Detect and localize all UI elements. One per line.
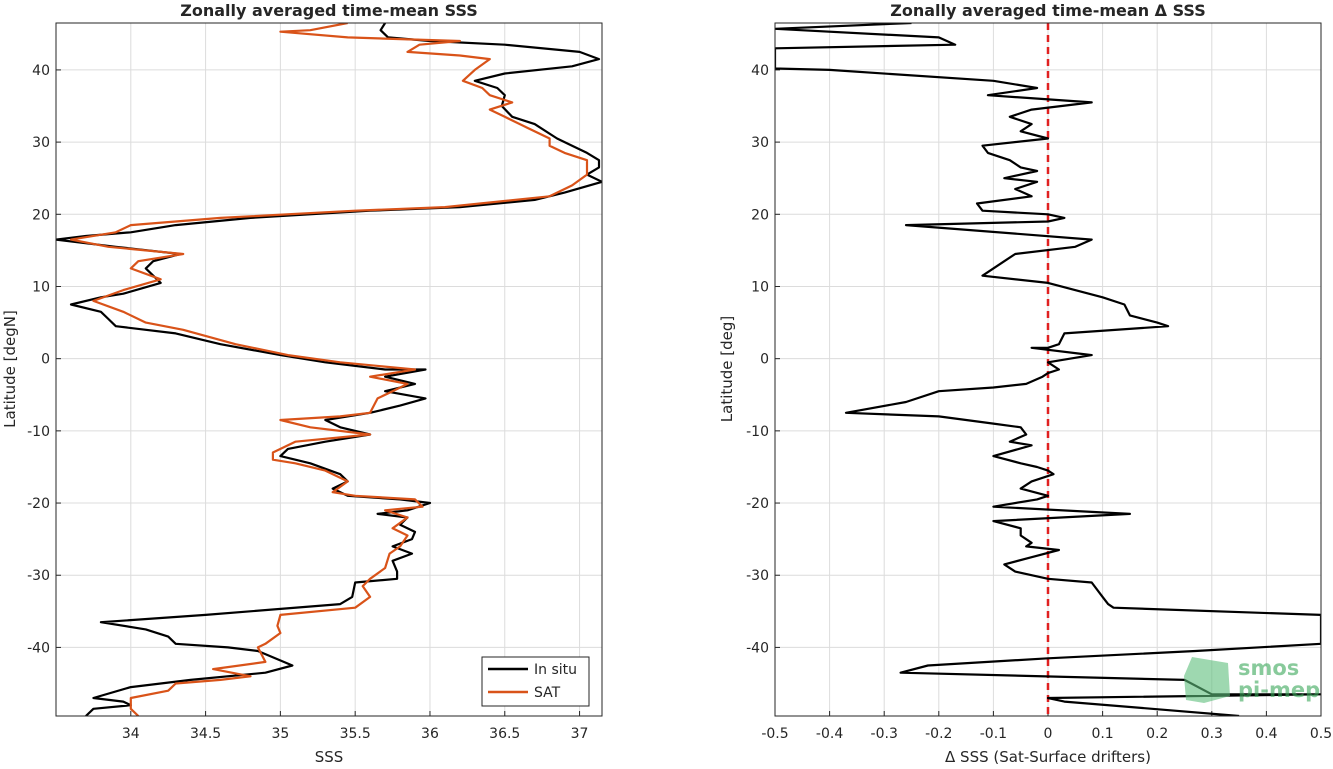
chart-sss-ytick-label: 0 xyxy=(41,352,50,368)
chart-delta-sss-frame xyxy=(774,22,1322,717)
watermark-line2: pi-mep xyxy=(1238,678,1320,702)
chart-sss-grid xyxy=(56,23,602,716)
legend-label-in-situ: In situ xyxy=(534,662,577,678)
chart-sss-line-in-situ xyxy=(56,23,602,716)
chart-delta-sss-xtick-label: 0.2 xyxy=(1146,726,1168,742)
chart-sss-ytick-label: 10 xyxy=(32,279,50,295)
chart-delta-sss-ytick-label: -20 xyxy=(746,496,769,512)
watermark: smos pi-mep xyxy=(1184,656,1320,703)
chart-sss-xticks: 34 34.5 35 35.5 36 36.5 37 xyxy=(122,726,589,742)
chart-sss-xtick-label: 37 xyxy=(571,726,589,742)
chart-sss-ytick-label: 30 xyxy=(32,135,50,151)
legend-label-sat: SAT xyxy=(534,685,561,701)
chart-delta-sss-ytick-label: 20 xyxy=(751,207,769,223)
chart-delta-sss-xlabel: Δ SSS (Sat-Surface drifters) xyxy=(945,748,1151,765)
chart-delta-sss-ytick-label: -30 xyxy=(746,568,769,584)
chart-delta-sss-xtick-label: -0.5 xyxy=(761,726,788,742)
chart-sss-xlabel: SSS xyxy=(315,748,344,765)
legend-box xyxy=(481,656,590,707)
chart-delta-sss-yticks: 40 30 20 10 0 -10 -20 -30 -40 xyxy=(746,63,769,657)
watermark-logo-icon xyxy=(1184,657,1230,703)
chart-delta-sss-lines xyxy=(775,23,1321,716)
chart-delta-sss-ylabel: Latitude [deg] xyxy=(718,316,736,422)
chart-delta-sss-ytick-label: -40 xyxy=(746,640,769,656)
chart-delta-sss-ytick-label: 10 xyxy=(751,279,769,295)
chart-sss-ytick-label: -40 xyxy=(27,640,50,656)
chart-sss-lines xyxy=(56,23,602,716)
chart-sss-yticks: 40 30 20 10 0 -10 -20 -30 -40 xyxy=(27,63,50,657)
chart-delta-sss-xtick-label: 0.1 xyxy=(1091,726,1113,742)
chart-sss-xtick-label: 34.5 xyxy=(190,726,221,742)
watermark-line1: smos xyxy=(1238,656,1299,680)
chart-sss-ylabel: Latitude [degN] xyxy=(1,310,19,428)
chart-sss-ytick-label: -20 xyxy=(27,496,50,512)
chart-delta-sss-ytick-label: 40 xyxy=(751,63,769,79)
chart-delta-sss-ytick-label: -10 xyxy=(746,424,769,440)
chart-sss-ytick-label: -10 xyxy=(27,424,50,440)
chart-delta-sss-ytick-label: 0 xyxy=(760,352,769,368)
chart-sss-xtick-label: 35.5 xyxy=(340,726,371,742)
chart-delta-sss-xtick-label: -0.3 xyxy=(871,726,898,742)
chart-sss-frame xyxy=(55,22,603,717)
chart-sss-line-sat xyxy=(69,23,589,716)
chart-delta-sss-xtick-label: -0.2 xyxy=(925,726,952,742)
chart-delta-sss-xtick-label: 0.5 xyxy=(1310,726,1332,742)
chart-sss-title: Zonally averaged time-mean SSS xyxy=(180,1,478,20)
chart-delta-sss-xtick-label: 0 xyxy=(1044,726,1053,742)
chart-delta-sss-xtick-label: -0.4 xyxy=(816,726,843,742)
chart-sss-xtick-label: 36.5 xyxy=(489,726,520,742)
chart-delta-sss-ytick-label: 30 xyxy=(751,135,769,151)
chart-sss: Zonally averaged time-mean SSS 34 34.5 35 3… xyxy=(1,1,603,766)
chart-delta-sss-title: Zonally averaged time-mean Δ SSS xyxy=(890,1,1206,20)
chart-sss-ytick-label: 20 xyxy=(32,207,50,223)
legend: In situ SAT xyxy=(481,656,590,707)
chart-delta-sss-line-series xyxy=(775,23,1321,716)
chart-delta-sss-xtick-label: 0.3 xyxy=(1201,726,1223,742)
chart-delta-sss: Zonally averaged time-mean Δ SSS -0.5 -0.… xyxy=(718,1,1332,766)
chart-delta-sss-xtick-label: 0.4 xyxy=(1255,726,1277,742)
chart-delta-sss-xticks: -0.5 -0.4 -0.3 -0.2 -0.1 0 0.1 0.2 0.3 0.4 0.5 xyxy=(761,726,1332,742)
chart-sss-xtick-label: 34 xyxy=(122,726,140,742)
chart-sss-ytick-label: 40 xyxy=(32,63,50,79)
chart-delta-sss-xtick-label: -0.1 xyxy=(980,726,1007,742)
chart-sss-ytick-label: -30 xyxy=(27,568,50,584)
chart-sss-xtick-label: 36 xyxy=(421,726,439,742)
chart-sss-xtick-label: 35 xyxy=(271,726,289,742)
